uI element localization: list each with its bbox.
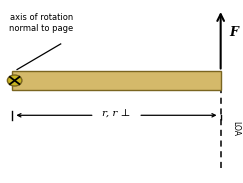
Circle shape: [7, 75, 22, 86]
Text: LOA: LOA: [232, 121, 241, 136]
Bar: [12, 71, 221, 90]
Text: F: F: [229, 26, 238, 40]
Text: axis of rotation
normal to page: axis of rotation normal to page: [9, 13, 73, 33]
Text: r, r ⊥: r, r ⊥: [102, 110, 131, 119]
